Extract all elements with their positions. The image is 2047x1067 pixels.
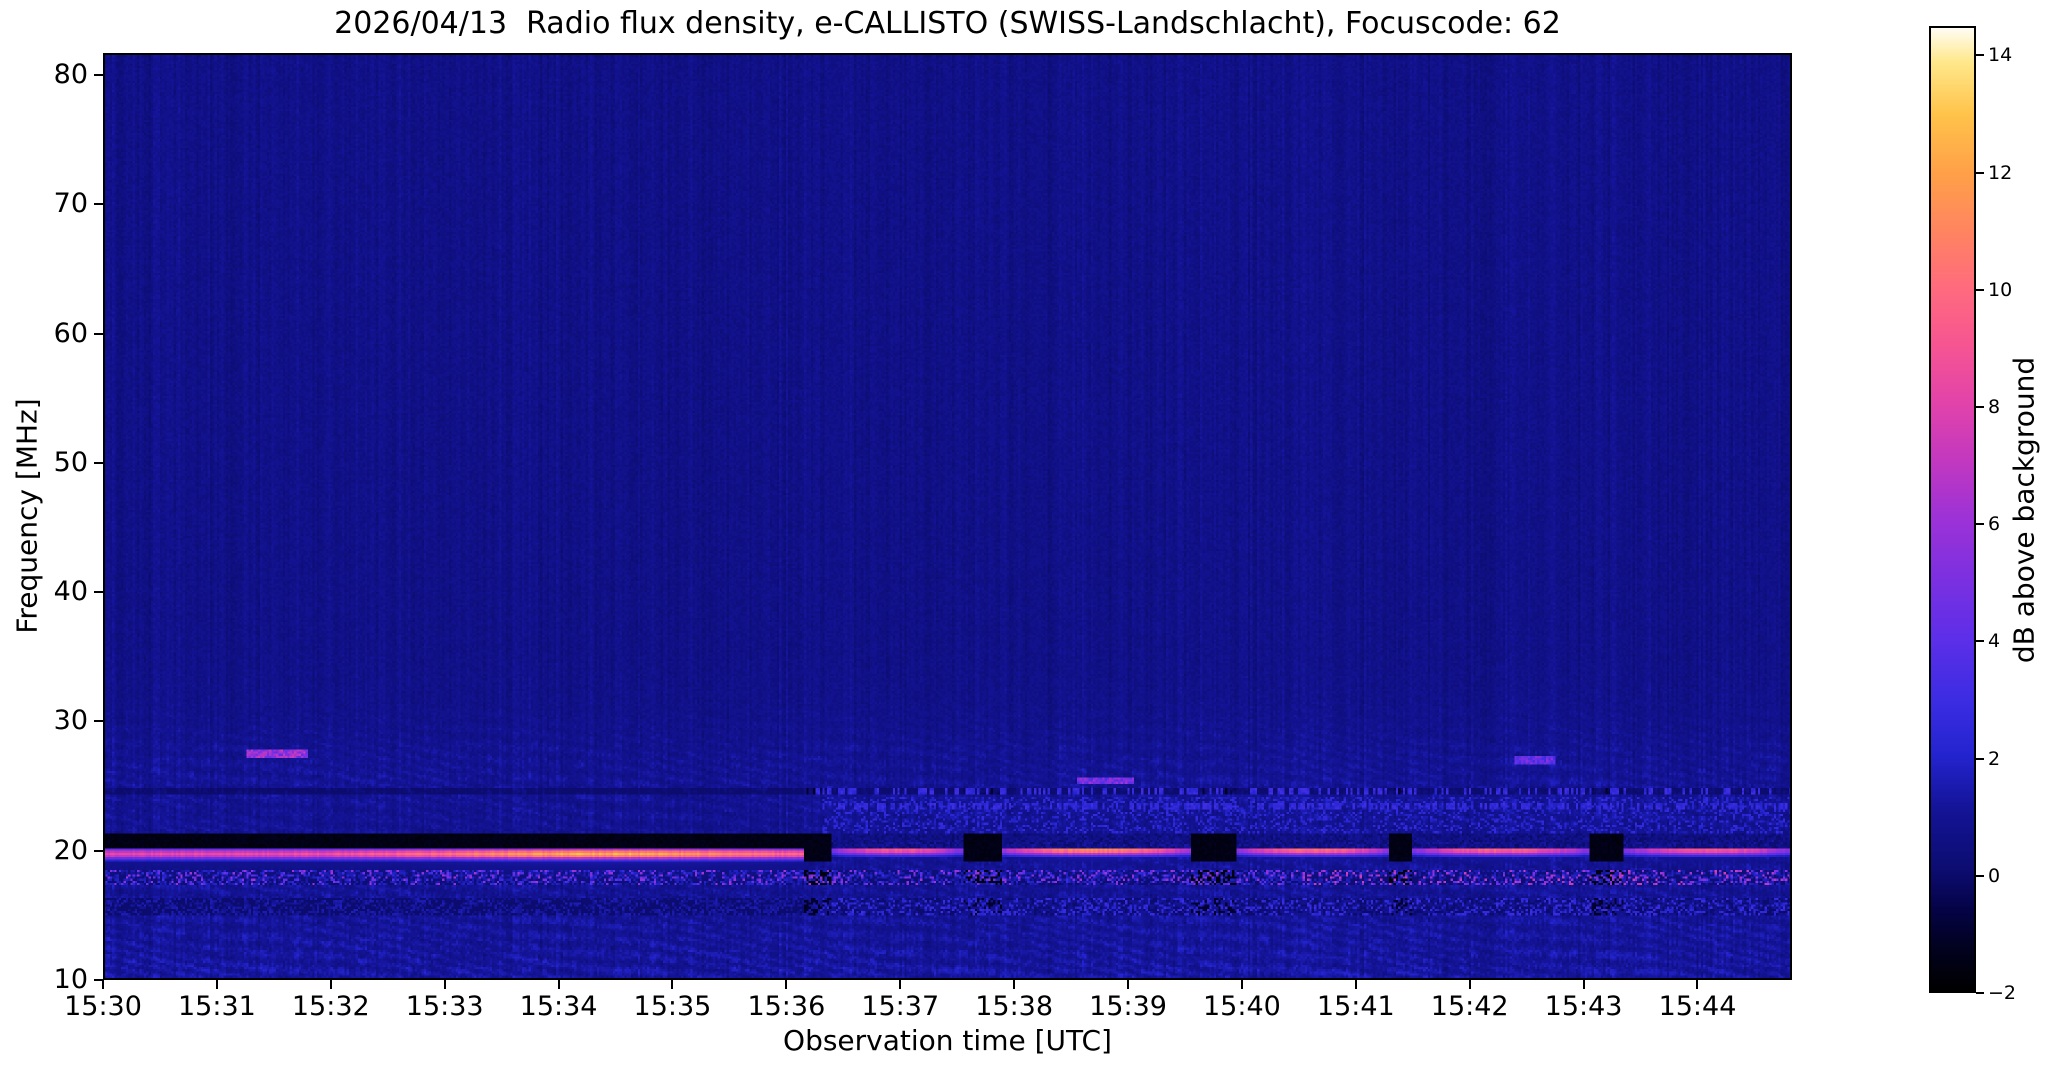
x-tick-label: 15:35 bbox=[633, 991, 712, 1022]
colorbar-tick-mark bbox=[1976, 757, 1984, 760]
x-tick-label: 15:36 bbox=[747, 991, 826, 1022]
colorbar-tick-label: 14 bbox=[1988, 44, 2013, 67]
y-tick-label: 10 bbox=[53, 964, 88, 995]
x-tick-mark bbox=[1240, 980, 1243, 989]
colorbar-tick-label: 0 bbox=[1988, 864, 2001, 887]
x-tick-mark bbox=[1582, 980, 1585, 989]
y-tick-mark bbox=[94, 720, 103, 723]
x-tick-label: 15:41 bbox=[1316, 991, 1395, 1022]
x-tick-label: 15:34 bbox=[519, 991, 598, 1022]
y-tick-label: 50 bbox=[53, 446, 88, 478]
colorbar-tick-mark bbox=[1976, 992, 1984, 994]
spectrogram-canvas bbox=[103, 53, 1792, 980]
x-tick-mark bbox=[1013, 980, 1016, 989]
x-tick-label: 15:44 bbox=[1658, 991, 1737, 1022]
x-tick-label: 15:39 bbox=[1089, 991, 1167, 1022]
x-tick-mark bbox=[1127, 980, 1130, 989]
x-tick-mark bbox=[1696, 980, 1699, 989]
x-tick-mark bbox=[215, 980, 218, 989]
x-tick-mark bbox=[785, 980, 788, 989]
colorbar-tick-mark bbox=[1976, 640, 1984, 643]
x-tick-mark bbox=[329, 980, 332, 989]
y-tick-label: 60 bbox=[53, 317, 88, 349]
x-tick-label: 15:42 bbox=[1430, 991, 1509, 1022]
x-tick-mark bbox=[1354, 980, 1357, 989]
colorbar-canvas bbox=[1931, 28, 1974, 991]
y-tick-label: 40 bbox=[53, 576, 88, 608]
x-tick-label: 15:32 bbox=[291, 991, 370, 1022]
y-tick-mark bbox=[94, 203, 103, 206]
colorbar-tick-label: 8 bbox=[1988, 395, 2001, 418]
colorbar-tick-mark bbox=[1976, 288, 1984, 291]
colorbar-tick-mark bbox=[1976, 171, 1984, 174]
y-tick-mark bbox=[94, 849, 103, 852]
colorbar-tick-label: 12 bbox=[1988, 161, 2013, 184]
colorbar-tick-label: 2 bbox=[1988, 747, 2001, 770]
chart-title: 2026/04/13 Radio flux density, e-CALLIST… bbox=[334, 6, 1561, 41]
x-tick-mark bbox=[1468, 980, 1471, 989]
y-tick-label: 80 bbox=[53, 58, 88, 90]
x-tick-label: 15:33 bbox=[405, 991, 484, 1022]
colorbar-tick-label: 10 bbox=[1988, 278, 2013, 301]
y-tick-mark bbox=[94, 73, 103, 76]
colorbar-tick-mark bbox=[1976, 54, 1984, 57]
colorbar-tick-label: 4 bbox=[1988, 630, 2001, 653]
colorbar-tick-mark bbox=[1976, 523, 1984, 526]
x-tick-mark bbox=[102, 980, 104, 989]
x-axis-label: Observation time [UTC] bbox=[783, 1024, 1112, 1057]
colorbar-tick-mark bbox=[1976, 405, 1984, 408]
x-tick-label: 15:40 bbox=[1203, 991, 1281, 1022]
y-tick-mark bbox=[94, 461, 103, 464]
colorbar bbox=[1929, 26, 1976, 993]
x-tick-label: 15:43 bbox=[1544, 991, 1623, 1022]
y-tick-label: 70 bbox=[53, 188, 88, 220]
y-tick-mark bbox=[94, 979, 103, 981]
y-tick-mark bbox=[94, 591, 103, 594]
colorbar-tick-mark bbox=[1976, 874, 1984, 877]
x-tick-label: 15:38 bbox=[975, 991, 1054, 1022]
x-tick-mark bbox=[443, 980, 446, 989]
y-tick-label: 20 bbox=[53, 834, 88, 866]
y-tick-mark bbox=[94, 332, 103, 335]
colorbar-tick-label: 6 bbox=[1988, 513, 2001, 536]
colorbar-tick-label: −2 bbox=[1988, 982, 2017, 1004]
x-tick-mark bbox=[557, 980, 560, 989]
x-tick-mark bbox=[899, 980, 902, 989]
x-tick-label: 15:31 bbox=[177, 991, 256, 1022]
x-tick-label: 15:37 bbox=[861, 991, 940, 1022]
y-tick-label: 30 bbox=[53, 705, 88, 737]
x-tick-mark bbox=[671, 980, 674, 989]
x-tick-label: 15:30 bbox=[64, 991, 142, 1022]
